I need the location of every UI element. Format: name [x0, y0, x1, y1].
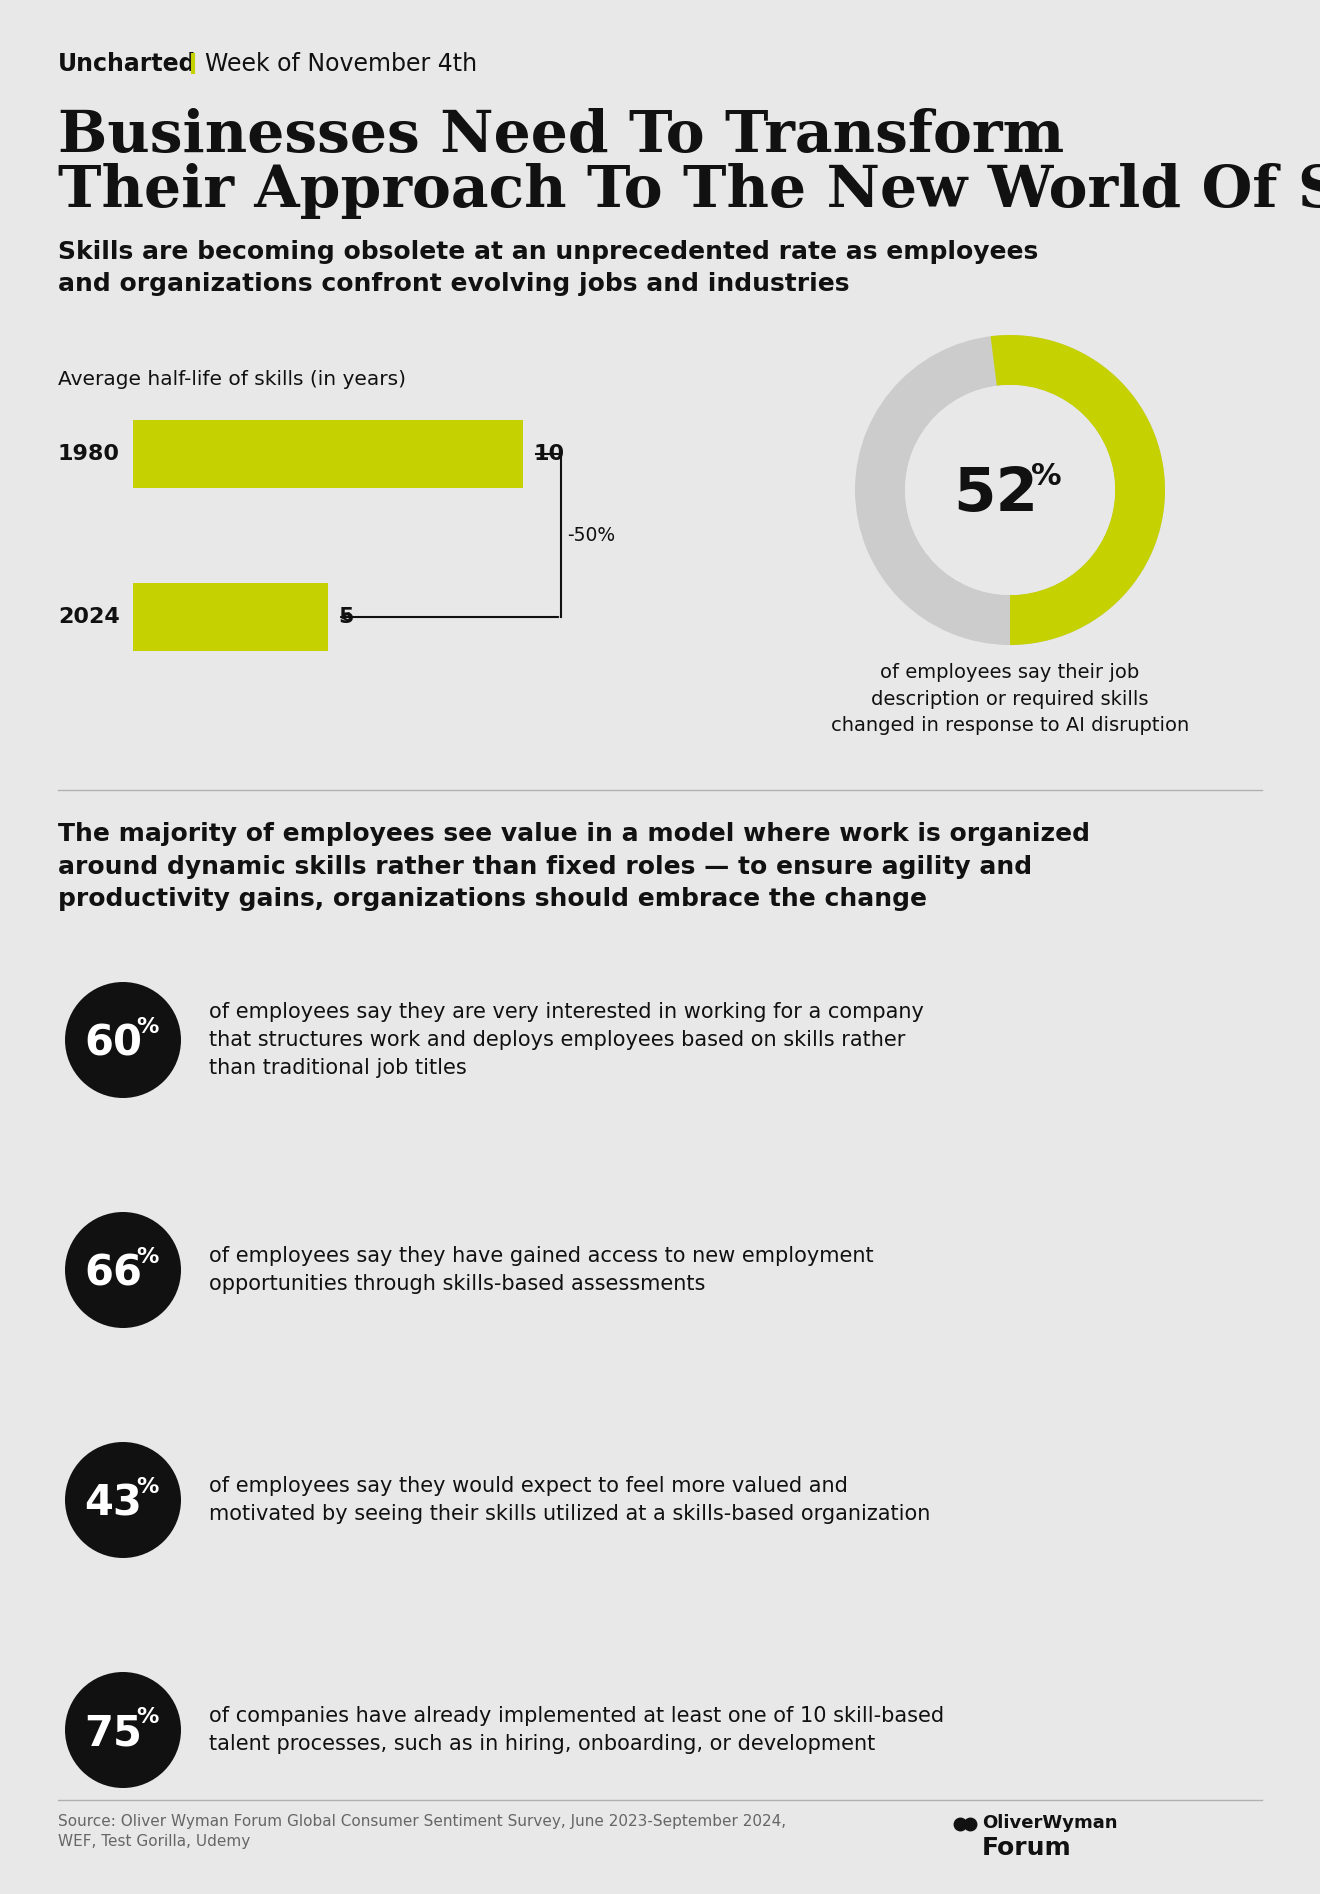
Text: of employees say they would expect to feel more valued and
motivated by seeing t: of employees say they would expect to fe…: [209, 1475, 931, 1525]
Circle shape: [65, 981, 181, 1099]
Text: %: %: [136, 1706, 158, 1727]
Text: of companies have already implemented at least one of 10 skill-based
talent proc: of companies have already implemented at…: [209, 1706, 944, 1754]
Text: Uncharted: Uncharted: [58, 51, 197, 76]
Circle shape: [906, 384, 1115, 595]
Text: 10: 10: [533, 443, 564, 464]
Text: Businesses Need To Transform: Businesses Need To Transform: [58, 108, 1064, 165]
Text: 52: 52: [953, 464, 1039, 523]
Text: 75: 75: [84, 1712, 143, 1754]
FancyBboxPatch shape: [133, 583, 327, 652]
Text: %: %: [136, 1477, 158, 1496]
Text: Average half-life of skills (in years): Average half-life of skills (in years): [58, 369, 407, 388]
Text: -50%: -50%: [568, 527, 615, 545]
Wedge shape: [990, 335, 1166, 646]
Circle shape: [65, 1672, 181, 1788]
Circle shape: [65, 1212, 181, 1328]
Text: of employees say they are very interested in working for a company
that structur: of employees say they are very intereste…: [209, 1002, 924, 1078]
Text: Source: Oliver Wyman Forum Global Consumer Sentiment Survey, June 2023-September: Source: Oliver Wyman Forum Global Consum…: [58, 1814, 787, 1849]
Text: %: %: [1031, 462, 1061, 491]
Text: of employees say their job
description or required skills
changed in response to: of employees say their job description o…: [830, 663, 1189, 735]
Text: 60: 60: [84, 1023, 143, 1064]
FancyBboxPatch shape: [133, 420, 523, 489]
Text: Their Approach To The New World Of Skills: Their Approach To The New World Of Skill…: [58, 163, 1320, 220]
Text: OliverWyman: OliverWyman: [982, 1814, 1118, 1831]
Wedge shape: [855, 335, 1166, 646]
Text: 5: 5: [338, 606, 354, 627]
Text: 66: 66: [84, 1252, 143, 1294]
Text: The majority of employees see value in a model where work is organized
around dy: The majority of employees see value in a…: [58, 822, 1090, 911]
Text: 43: 43: [84, 1481, 143, 1525]
Text: 1980: 1980: [58, 443, 120, 464]
Text: Skills are becoming obsolete at an unprecedented rate as employees
and organizat: Skills are becoming obsolete at an unpre…: [58, 241, 1039, 295]
Text: of employees say they have gained access to new employment
opportunities through: of employees say they have gained access…: [209, 1246, 874, 1294]
Text: %: %: [136, 1246, 158, 1267]
Circle shape: [65, 1441, 181, 1559]
Text: Forum: Forum: [982, 1835, 1072, 1860]
Text: 2024: 2024: [58, 606, 120, 627]
Text: %: %: [136, 1017, 158, 1038]
Text: Week of November 4th: Week of November 4th: [205, 51, 477, 76]
